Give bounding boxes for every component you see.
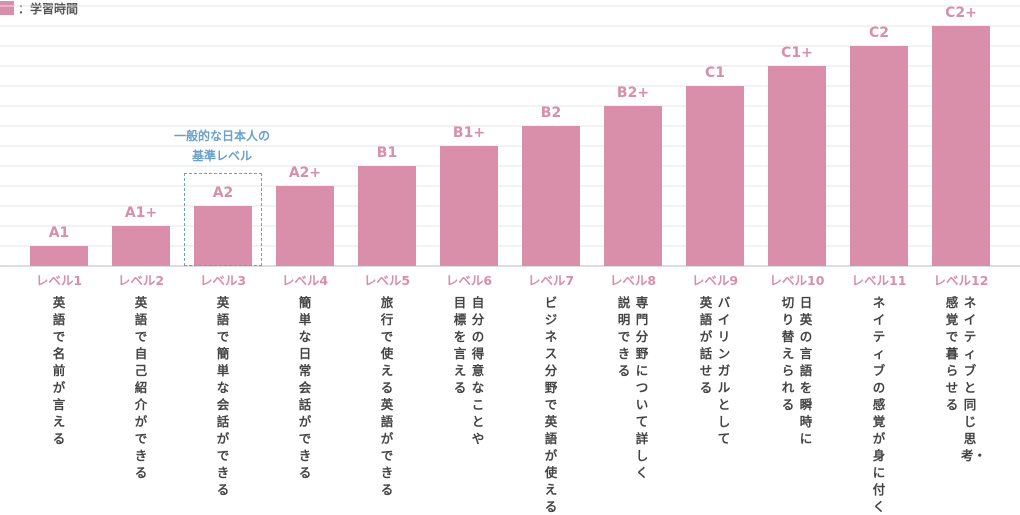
level-description: 自分の得意なことや xyxy=(471,295,485,446)
legend-label: ：学習時間 xyxy=(18,1,79,16)
level-description: 目標を言える xyxy=(453,295,467,395)
level-description: ビジネス分野で英語が使える xyxy=(544,295,558,514)
x-tick-label: レベル10 xyxy=(770,273,825,288)
bar xyxy=(276,186,334,266)
bar xyxy=(522,126,580,266)
bar xyxy=(604,106,662,266)
x-tick-label: レベル11 xyxy=(852,273,907,288)
level-description: 英語が話せる xyxy=(699,295,713,395)
level-description: ネイティブの感覚が身に付く xyxy=(872,295,886,514)
x-tick-label: レベル1 xyxy=(36,273,82,288)
level-description: 簡単な日常会話ができる xyxy=(298,295,312,480)
bar xyxy=(686,86,744,266)
x-tick-label: レベル7 xyxy=(528,273,574,288)
bar-data-label: A2+ xyxy=(289,165,321,181)
x-tick-label: レベル4 xyxy=(282,273,329,288)
x-tick-label: レベル8 xyxy=(610,273,656,288)
level-description: バイリンガルとして xyxy=(717,295,731,446)
x-tick-label: レベル3 xyxy=(200,273,246,288)
bar-data-label: C2+ xyxy=(945,5,977,21)
bar-data-label: B1+ xyxy=(453,125,485,141)
bar-data-label: A1+ xyxy=(125,205,157,221)
level-description: 英語で名前が言える xyxy=(52,295,66,446)
level-description: 説明できる xyxy=(617,295,631,378)
level-description: 感覚で暮らせる xyxy=(945,295,959,412)
bar-data-label: B2 xyxy=(541,105,561,121)
level-description: 専門分野について詳しく xyxy=(635,295,649,480)
bar xyxy=(440,146,498,266)
x-tick-label: レベル6 xyxy=(446,273,493,288)
level-description: 切り替えられる xyxy=(781,295,795,412)
level-description: 英語で自己紹介ができる xyxy=(134,295,148,480)
bar xyxy=(112,226,170,266)
level-description: 旅行で使える英語ができる xyxy=(380,295,394,497)
chart-legend: ：学習時間 xyxy=(0,0,78,16)
bar-data-label: B2+ xyxy=(617,85,649,101)
bar-data-label: A1 xyxy=(49,225,70,241)
bar xyxy=(194,206,252,266)
bar-chart: A1 レベル1 A1+ レベル2 A2 レベル3 A2+ レベル4 B1 レベル5 B1+ レベル6 B… xyxy=(0,5,1020,288)
bar-data-label: C2 xyxy=(869,25,889,41)
bar xyxy=(850,46,908,266)
x-tick-label: レベル5 xyxy=(364,273,410,288)
level-description: ネイティブと同じ思考・ xyxy=(961,295,987,463)
bar xyxy=(768,66,826,266)
bar-data-label: C1+ xyxy=(781,45,813,61)
baseline-annotation: 一般的な日本人の 基準レベル xyxy=(152,126,292,166)
annotation-line-2: 基準レベル xyxy=(191,149,252,163)
bar xyxy=(358,166,416,266)
x-tick-label: レベル12 xyxy=(934,273,989,288)
bar-data-label: C1 xyxy=(705,65,725,81)
baseline-highlight-box xyxy=(184,173,262,266)
x-tick-label: レベル2 xyxy=(118,273,164,288)
bar-data-label: A2 xyxy=(213,185,234,201)
bar xyxy=(30,246,88,266)
level-description: 日英の言語を瞬時に xyxy=(799,295,813,446)
x-tick-label: レベル9 xyxy=(692,273,738,288)
bar xyxy=(932,26,990,266)
level-description: 英語で簡単な会話ができる xyxy=(216,295,230,497)
bar-data-label: B1 xyxy=(377,145,397,161)
annotation-line-1: 一般的な日本人の xyxy=(173,129,270,143)
legend-swatch xyxy=(0,1,14,15)
